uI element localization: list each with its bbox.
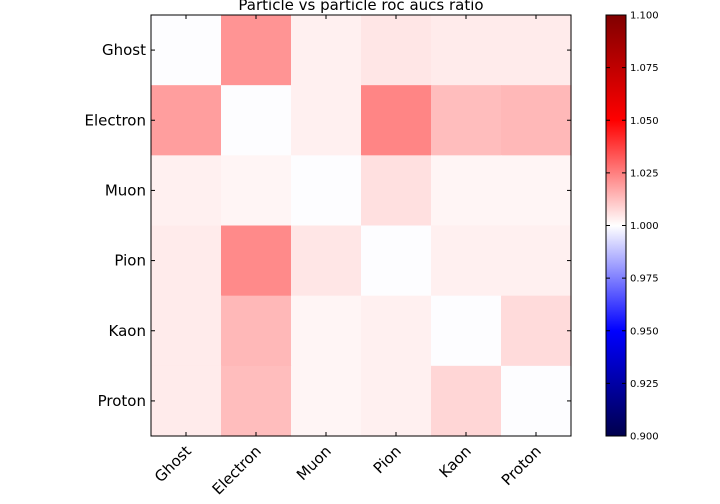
heatmap-cell xyxy=(221,365,292,437)
heatmap-cell xyxy=(361,155,432,227)
heatmap-cell xyxy=(501,225,572,297)
colorbar-tick-label: 0.950 xyxy=(630,326,659,337)
heatmap-cell xyxy=(291,365,362,437)
colorbar-tick-label: 0.925 xyxy=(630,379,659,390)
colorbar-tick-label: 0.900 xyxy=(630,432,659,443)
heatmap-cell xyxy=(151,365,222,437)
y-tick-label: Kaon xyxy=(109,322,146,340)
x-tick-label: Electron xyxy=(209,442,265,498)
heatmap-cell xyxy=(501,295,572,367)
heatmap-cell xyxy=(151,15,222,86)
heatmap-cell xyxy=(361,295,432,367)
heatmap-cell xyxy=(221,295,292,367)
heatmap-cell xyxy=(221,155,292,227)
heatmap-cell xyxy=(291,295,362,367)
colorbar-tick-label: 1.100 xyxy=(630,11,659,22)
heatmap-cell xyxy=(291,225,362,297)
colorbar-ticks: 0.900 0.925 0.950 0.975 1.000 1.025 1.050 1.075… xyxy=(606,11,659,443)
heatmap-cell xyxy=(431,295,502,367)
heatmap-cell xyxy=(151,85,222,156)
heatmap-cell xyxy=(431,225,502,297)
y-tick-labels: Ghost Electron Muon Pion Kaon Proton xyxy=(84,41,146,410)
axis-ticks xyxy=(151,15,571,436)
heatmap-cell xyxy=(431,365,502,437)
y-tick-label: Proton xyxy=(98,392,146,410)
y-tick-label: Pion xyxy=(114,252,146,270)
x-tick-label: Ghost xyxy=(151,442,195,486)
heatmap-cell xyxy=(291,155,362,227)
heatmap-cell xyxy=(291,85,362,156)
y-tick-label: Ghost xyxy=(102,41,146,59)
heatmap-cell xyxy=(221,15,292,86)
y-tick-label: Muon xyxy=(105,181,146,199)
heatmap-cell xyxy=(431,155,502,227)
heatmap-cell xyxy=(221,225,292,297)
heatmap-cell xyxy=(501,15,572,86)
heatmap-cells xyxy=(151,15,572,437)
heatmap-cell xyxy=(431,85,502,156)
heatmap-cell xyxy=(151,295,222,367)
x-tick-label: Muon xyxy=(293,442,335,484)
x-tick-labels: Ghost Electron Muon Pion Kaon Proton xyxy=(151,442,545,498)
colorbar-tick-label: 0.975 xyxy=(630,274,659,285)
heatmap-cell xyxy=(431,15,502,86)
heatmap-cell xyxy=(221,85,292,156)
heatmap-cell xyxy=(501,85,572,156)
heatmap-cell xyxy=(151,155,222,227)
heatmap-cell xyxy=(151,225,222,297)
y-tick-label: Electron xyxy=(84,111,146,129)
colorbar-tick-label: 1.000 xyxy=(630,221,659,232)
x-tick-label: Pion xyxy=(370,442,405,477)
colorbar-tick-label: 1.050 xyxy=(630,116,659,127)
plot-frame xyxy=(150,14,572,437)
heatmap-cell xyxy=(361,85,432,156)
colorbar-tick-label: 1.025 xyxy=(630,168,659,179)
heatmap-cell xyxy=(361,225,432,297)
x-tick-label: Proton xyxy=(498,442,545,489)
heatmap-cell xyxy=(361,365,432,437)
heatmap-cell xyxy=(361,15,432,86)
heatmap-cell xyxy=(291,15,362,86)
x-tick-label: Kaon xyxy=(436,442,475,481)
heatmap-cell xyxy=(501,155,572,227)
heatmap-cell xyxy=(501,365,572,437)
chart-title: Particle vs particle roc aucs ratio xyxy=(238,0,483,14)
colorbar-tick-label: 1.075 xyxy=(630,63,659,74)
